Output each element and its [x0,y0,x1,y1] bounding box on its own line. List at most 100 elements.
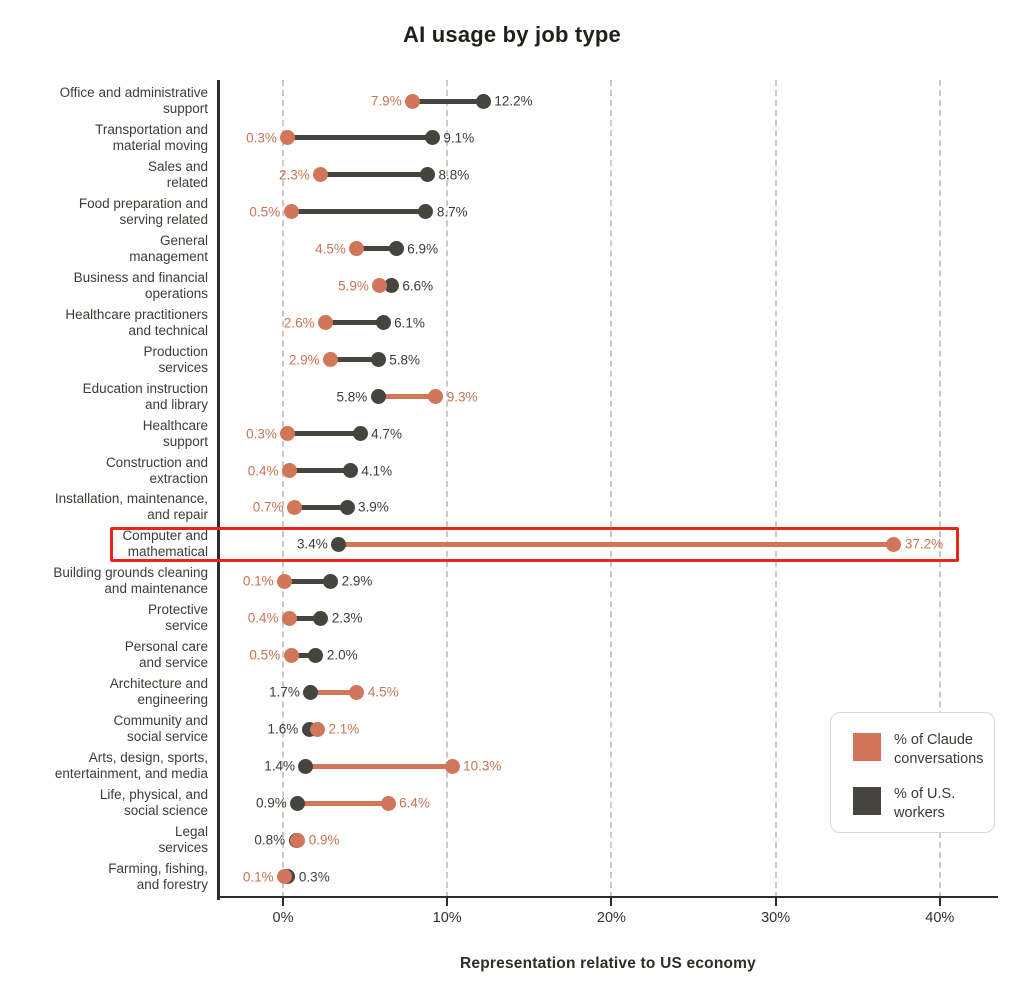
claude-dot [283,647,299,663]
category-label: Architecture and engineering [109,676,208,708]
workers-dot [375,315,391,331]
axis-tick [446,898,449,906]
claude-dot [283,204,299,220]
dumbbell-connector [294,504,348,510]
category-label: Construction and extraction [105,454,208,486]
axis-tick [610,898,613,906]
workers-value-label: 3.9% [358,499,389,515]
workers-dot [370,389,386,405]
x-axis-title: Representation relative to US economy [460,955,756,972]
claude-dot [309,721,325,737]
workers-value-label: 6.1% [394,315,425,331]
y-axis-line [217,80,220,900]
claude-value-label: 0.7% [252,499,284,515]
claude-value-label: 2.6% [283,315,315,331]
claude-dot [372,278,388,294]
workers-value-label: 8.7% [436,204,468,220]
workers-dot [388,241,404,257]
dumbbell-connector [356,246,397,252]
gridline [774,80,777,898]
claude-value-label: 4.5% [315,241,346,257]
workers-value-label: 6.6% [402,278,434,294]
chart-title: AI usage by job type [403,22,621,47]
claude-value-label: 2.9% [288,352,320,368]
claude-dot [280,426,296,442]
claude-value-label: 0.5% [249,647,281,663]
claude-value-label: 0.4% [247,463,279,478]
category-label: Business and financial operations [73,269,208,301]
claude-value-label: 0.1% [242,573,274,589]
claude-value-label: 9.3% [446,389,478,405]
dumbbell-connector [287,135,433,141]
claude-dot [290,832,306,848]
claude-value-label: 0.9% [308,832,340,848]
claude-dot [277,573,293,589]
claude-dot [282,463,298,478]
claude-dot [323,352,339,368]
legend-label-workers: % of U.S. workers [894,786,956,821]
workers-dot [383,278,399,294]
claude-dot [282,610,298,626]
category-label: Personal care and service [124,639,208,671]
axis-tick [938,898,941,906]
category-label: Healthcare support [142,417,208,449]
claude-dot [286,499,302,515]
dumbbell-connector [330,357,379,363]
workers-value-label: 5.8% [336,389,368,405]
category-label: Installation, maintenance, and repair [54,491,208,523]
claude-dot [886,536,902,552]
workers-value-label: 2.3% [331,610,363,626]
category-label: Healthcare practitioners and technical [65,306,208,338]
workers-dot [290,795,306,811]
claude-dot [313,167,329,183]
dumbbell-connector [310,689,357,695]
legend-item-claude: % of Claude conversations [853,731,994,768]
claude-dot [444,758,460,774]
category-label: Transportation and material moving [95,121,208,153]
dumbbell-connector [287,431,361,437]
workers-dot [323,573,339,589]
dumbbell-connector [325,320,384,326]
workers-value-label: 6.9% [407,241,439,257]
claude-dot [380,795,396,811]
workers-dot [339,499,355,515]
workers-value-label: 1.4% [264,758,295,774]
axis-tick-label: 20% [596,910,626,926]
workers-value-label: 3.4% [297,536,328,552]
dumbbell-connector [297,800,389,806]
workers-value-label: 8.8% [438,167,470,183]
gridline [610,80,613,898]
dumbbell-connector [291,652,316,658]
axis-tick-label: 30% [761,910,791,926]
category-label: Farming, fishing, and forestry [108,860,208,892]
claude-value-label: 0.4% [247,610,279,626]
workers-value-label: 4.7% [371,426,402,442]
legend: % of Claude conversations % of U.S. work… [830,712,995,833]
dumbbell-connector [338,541,894,547]
gridline [446,80,449,898]
claude-dot [280,130,296,146]
category-label: Arts, design, sports, entertainment, and… [54,750,208,782]
axis-tick-label: 10% [432,910,462,926]
claude-swatch [853,733,881,761]
workers-dot [475,93,491,109]
category-label: Office and administrative support [59,85,208,116]
workers-dot [303,684,319,700]
claude-value-label: 2.3% [278,167,310,183]
highlight-box [110,526,959,562]
workers-dot [308,647,324,663]
claude-value-label: 0.1% [242,869,274,885]
dumbbell-connector [305,763,453,769]
dumbbell-connector [284,578,331,584]
claude-value-label: 0.3% [246,426,277,442]
category-label: Computer and mathematical [122,528,208,560]
claude-value-label: 10.3% [463,758,502,774]
dumbbell-connector [289,615,321,621]
axis-tick-label: 40% [925,910,955,926]
claude-dot [349,684,365,700]
x-axis-line [218,896,998,899]
workers-swatch [853,787,881,815]
category-label: Life, physical, and social science [99,787,208,819]
